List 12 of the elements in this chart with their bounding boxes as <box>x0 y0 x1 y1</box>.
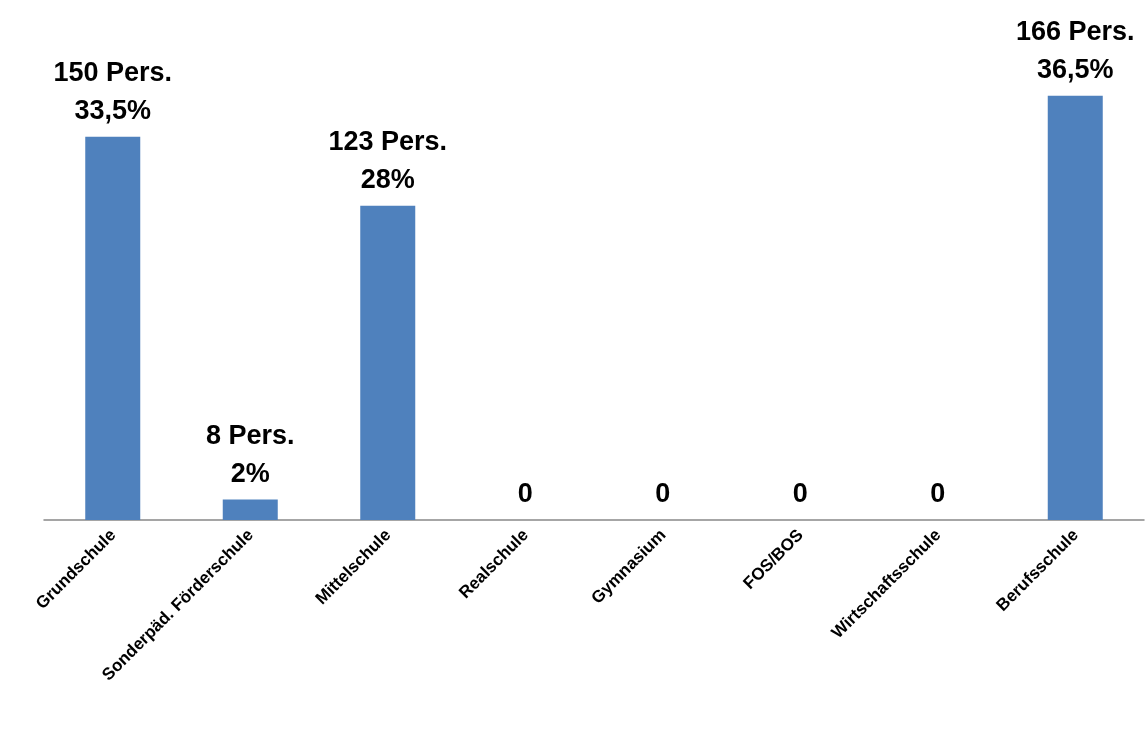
data-label: 166 Pers. 36,5% <box>1015 15 1135 84</box>
bar <box>1047 95 1103 520</box>
data-label: 0 <box>930 478 946 508</box>
bar <box>360 205 416 520</box>
data-label: 8 Pers. 2% <box>205 419 295 488</box>
data-label: 0 <box>792 478 808 508</box>
data-label: 0 <box>655 478 671 508</box>
data-label: 150 Pers. 33,5% <box>53 56 173 125</box>
data-label: 123 Pers. 28% <box>328 125 448 194</box>
data-label: 0 <box>517 478 533 508</box>
bar <box>222 499 278 520</box>
bar <box>85 136 141 520</box>
